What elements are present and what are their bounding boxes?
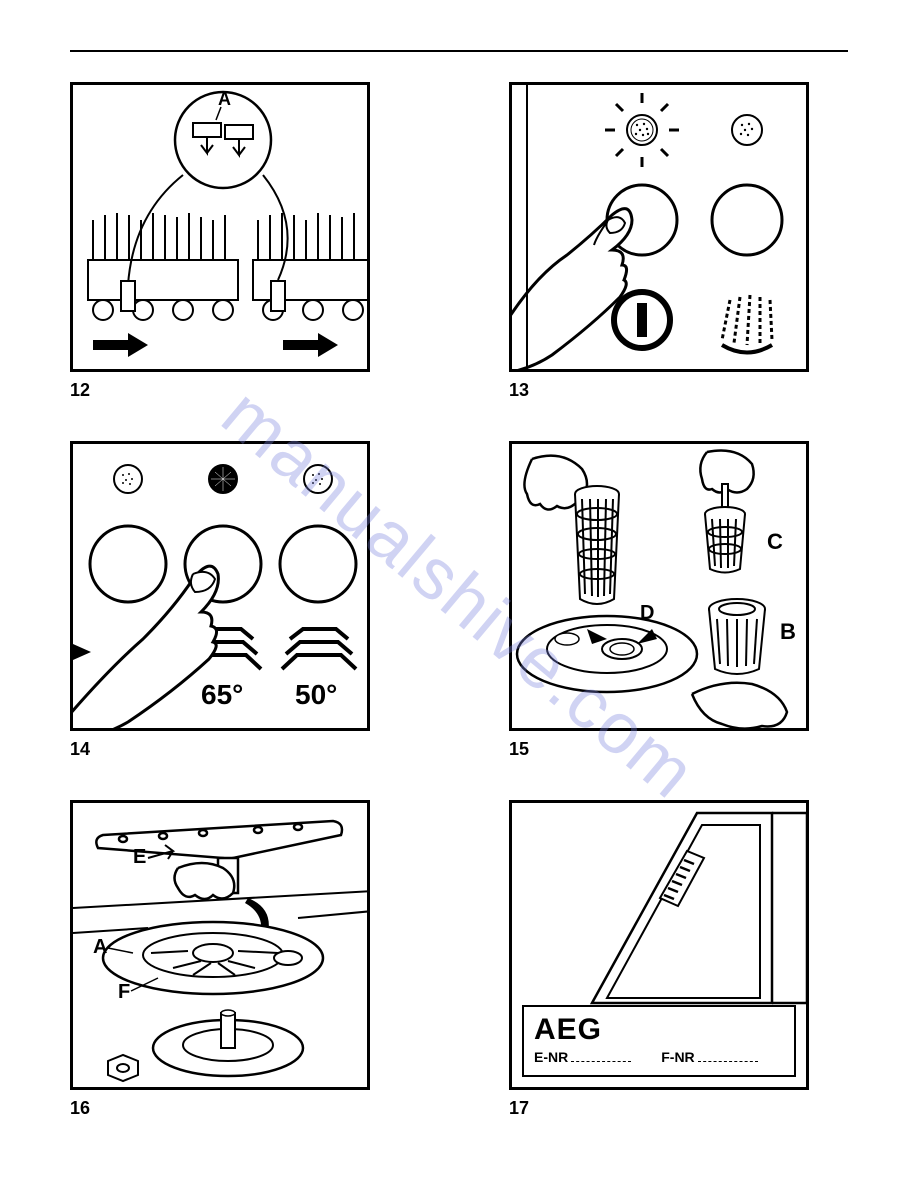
e-nr-field: E-NR: [534, 1049, 631, 1065]
f-nr-field: F-NR: [661, 1049, 757, 1065]
figure-14-illustration: 65° 50°: [70, 441, 370, 731]
figure-number: 17: [509, 1098, 848, 1119]
callout-e: E: [133, 846, 146, 868]
figure-16-illustration: E A F: [70, 800, 370, 1090]
figure-grid: A: [70, 82, 848, 1119]
figure-15-illustration: D: [509, 441, 809, 731]
figure-15: D: [509, 441, 848, 760]
figure-12-illustration: A: [70, 82, 370, 372]
callout-a: A: [93, 936, 107, 958]
callout-b: B: [780, 619, 796, 644]
callout-f: F: [118, 981, 130, 1003]
brand-label: AEG: [534, 1013, 784, 1047]
figure-17-illustration: AEG E-NR F-NR: [509, 800, 809, 1090]
figure-13: 13: [509, 82, 848, 401]
callout-c: C: [767, 529, 783, 554]
figure-12: A: [70, 82, 409, 401]
figure-14: 65° 50° 14: [70, 441, 409, 760]
callout-d: D: [640, 602, 654, 624]
temp-50: 50°: [295, 679, 337, 710]
figure-number: 14: [70, 739, 409, 760]
callout-a: A: [218, 89, 231, 109]
figure-16: E A F 16: [70, 800, 409, 1119]
top-rule: [70, 50, 848, 52]
figure-17: AEG E-NR F-NR 17: [509, 800, 848, 1119]
figure-number: 13: [509, 380, 848, 401]
rating-plate: AEG E-NR F-NR: [522, 1005, 796, 1077]
temp-65: 65°: [201, 679, 243, 710]
figure-number: 15: [509, 739, 848, 760]
figure-number: 16: [70, 1098, 409, 1119]
figure-13-illustration: [509, 82, 809, 372]
figure-number: 12: [70, 380, 409, 401]
